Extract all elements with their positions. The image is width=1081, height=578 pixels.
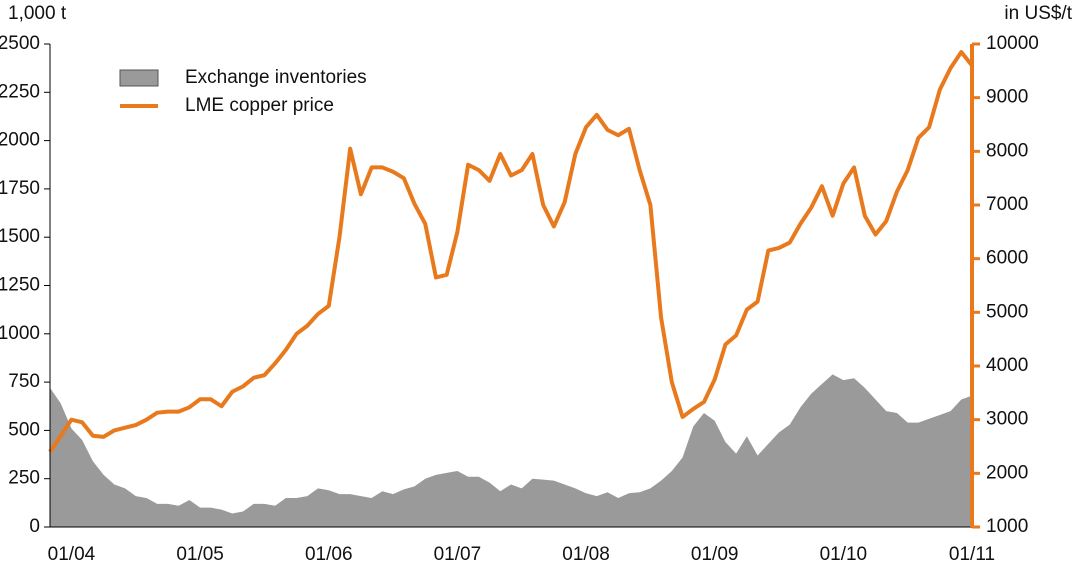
- x-tick-label: 01/06: [305, 544, 353, 565]
- y-tick-label: 500: [8, 419, 40, 440]
- legend-swatch: [119, 69, 159, 87]
- y2-tick-label: 5000: [986, 301, 1028, 322]
- y2-tick-label: 7000: [986, 194, 1028, 215]
- y2-tick-label: 4000: [986, 355, 1028, 376]
- y2-tick-label: 2000: [986, 462, 1028, 483]
- y2-tick-label: 6000: [986, 248, 1028, 269]
- y-tick-label: 2500: [0, 33, 40, 54]
- price-line: [48, 50, 974, 453]
- x-tick-label: 01/09: [691, 544, 739, 565]
- x-tick-label: 01/07: [434, 544, 482, 565]
- y-tick-label: 1750: [0, 178, 40, 199]
- legend-label: LME copper price: [185, 95, 334, 116]
- y-tick-label: 2250: [0, 81, 40, 102]
- x-tick-label: 01/05: [176, 544, 224, 565]
- y-axis-label: 1,000 t: [8, 3, 67, 24]
- x-tick-label: 01/11: [949, 544, 995, 565]
- y-tick-label: 250: [8, 468, 40, 489]
- x-tick-label: 01/04: [48, 544, 96, 565]
- y2-tick-label: 8000: [986, 140, 1028, 161]
- legend-label: Exchange inventories: [185, 67, 367, 88]
- y2-tick-label: 3000: [986, 409, 1028, 430]
- inventory-area: [50, 374, 972, 527]
- y2-tick-label: 9000: [986, 87, 1028, 108]
- y-tick-label: 1000: [0, 323, 40, 344]
- y-tick-label: 1250: [0, 275, 40, 296]
- y-tick-label: 750: [8, 371, 40, 392]
- x-tick-label: 01/08: [562, 544, 610, 565]
- y-tick-label: 2000: [0, 130, 40, 151]
- y-tick-label: 1500: [0, 226, 40, 247]
- y-tick-label: 0: [29, 516, 40, 537]
- y2-tick-label: 10000: [986, 33, 1039, 54]
- y2-axis-label: in US$/t: [1004, 3, 1072, 24]
- x-tick-label: 01/10: [820, 544, 868, 565]
- y2-tick-label: 1000: [986, 516, 1028, 537]
